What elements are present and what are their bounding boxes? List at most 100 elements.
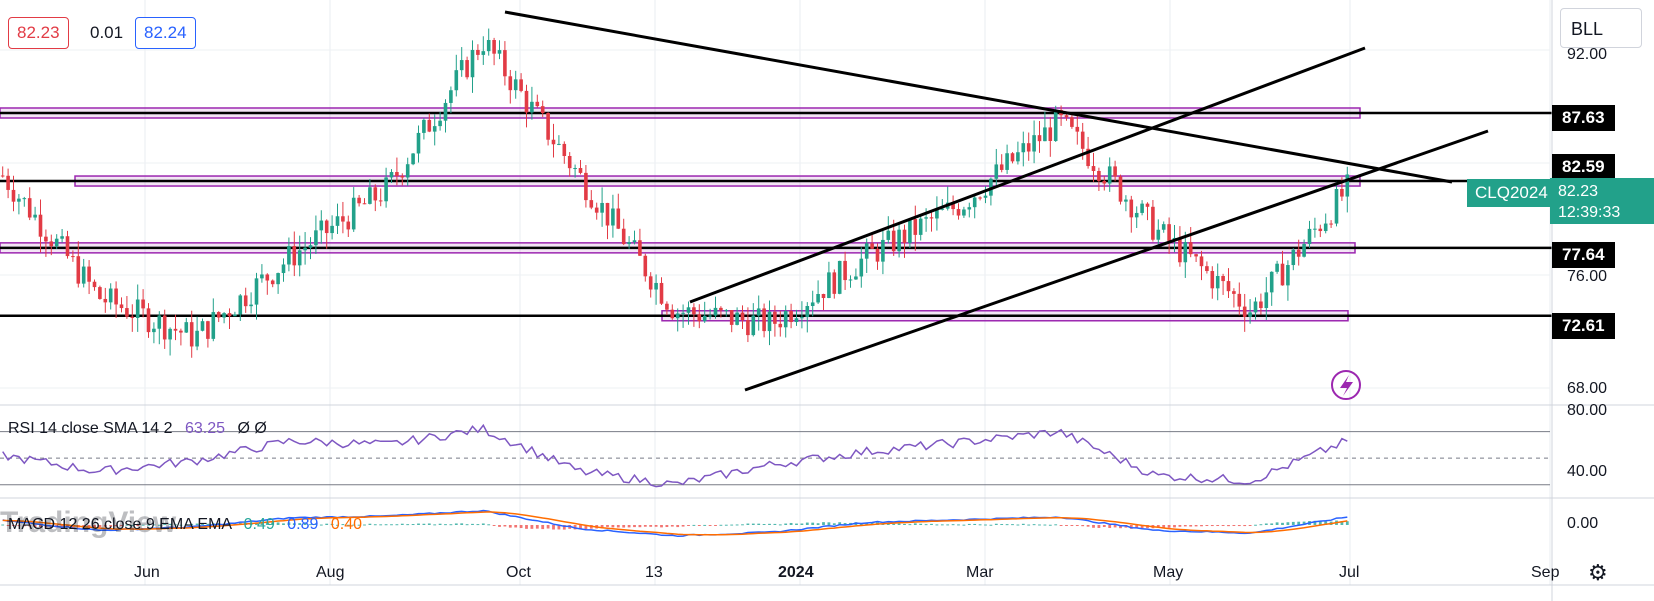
candle-body: [1178, 237, 1182, 263]
candle-body: [1248, 312, 1252, 317]
candle-body: [1318, 228, 1323, 232]
level-label[interactable]: 77.64: [1552, 242, 1615, 268]
candle-body: [260, 274, 264, 279]
macd-histogram-bar: [978, 524, 982, 526]
macd-histogram-bar: [449, 524, 453, 526]
candle-body: [108, 288, 113, 303]
candle-body: [1167, 224, 1171, 241]
candle-body: [481, 51, 486, 55]
macd-histogram-bar: [1135, 525, 1139, 529]
macd-histogram-bar: [1318, 521, 1322, 525]
candle-body: [1053, 110, 1058, 141]
candle-body: [76, 256, 81, 284]
candle-body: [216, 312, 221, 318]
macd-histogram-bar: [778, 524, 782, 526]
macd-histogram-bar: [433, 524, 437, 526]
candle-body: [540, 106, 545, 114]
candle-body: [810, 302, 815, 307]
candle-body: [27, 198, 32, 218]
symbol-selector[interactable]: BLL: [1560, 8, 1642, 48]
candle-body: [621, 228, 626, 245]
macd-histogram-bar: [622, 525, 626, 528]
candle-body: [1151, 206, 1155, 240]
macd-histogram-bar: [93, 525, 96, 528]
candle-body: [308, 245, 313, 248]
level-label[interactable]: 72.61: [1552, 313, 1615, 339]
macd-histogram-bar: [130, 524, 134, 526]
macd-histogram-bar: [314, 523, 318, 525]
candle-body: [573, 168, 577, 170]
trend-line: [504, 10, 1453, 184]
candle-body: [1064, 115, 1069, 118]
macd-histogram-bar: [719, 524, 723, 526]
candle-body: [756, 308, 761, 316]
macd-histogram-bar: [1183, 525, 1187, 527]
candle-body: [584, 172, 588, 201]
macd-histogram-bar: [913, 523, 917, 525]
candle-body: [837, 260, 842, 294]
macd-histogram-bar: [508, 525, 512, 528]
macd-histogram-bar: [1, 524, 5, 526]
rsi-legend[interactable]: RSI 14 close SMA 14 2 63.25 Ø Ø: [8, 420, 267, 438]
macd-histogram-bar: [1011, 524, 1014, 526]
candle-body: [870, 243, 874, 249]
candle-body: [1307, 228, 1312, 245]
macd-histogram-bar: [357, 524, 361, 526]
macd-histogram-bar: [579, 525, 582, 530]
candle-body: [702, 315, 707, 322]
candle-body: [929, 217, 934, 219]
candle-body: [794, 318, 799, 323]
candle-body: [60, 236, 64, 239]
macd-histogram-bar: [1275, 522, 1279, 525]
level-label[interactable]: 82.59: [1552, 154, 1615, 180]
macd-histogram-bar: [892, 523, 896, 525]
tradingview-watermark: TradingView: [0, 506, 177, 539]
level-label[interactable]: 87.63: [1552, 105, 1615, 131]
candle-body: [1145, 203, 1150, 207]
macd-histogram-bar: [487, 524, 491, 526]
candle-body: [924, 217, 928, 219]
macd-histogram-bar: [33, 525, 37, 527]
candle-body: [1291, 249, 1296, 266]
macd-signal-line: [2, 511, 1348, 536]
macd-histogram-bar: [481, 523, 485, 525]
macd-histogram-bar: [584, 525, 588, 530]
macd-legend[interactable]: MACD 12 26 close 9 EMA EMA 0.49 0.89 0.4…: [8, 516, 362, 534]
macd-histogram-bar: [1070, 525, 1074, 526]
candle-body: [681, 312, 685, 314]
candle-body: [206, 321, 210, 339]
macd-histogram-bar: [233, 523, 237, 525]
candle-body: [465, 60, 469, 78]
candle-body: [1124, 199, 1128, 202]
macd-histogram-bar: [843, 522, 847, 525]
macd-histogram-bar: [417, 523, 420, 525]
candle-body: [875, 248, 880, 262]
candle-body: [1199, 256, 1204, 267]
candle-body: [146, 308, 151, 333]
candle-body: [1205, 266, 1209, 272]
bid-price-box[interactable]: 82.23: [8, 17, 69, 49]
macd-histogram-bar: [1345, 521, 1349, 525]
candle-body: [632, 240, 637, 243]
candle-body: [1188, 242, 1193, 255]
macd-histogram-bar: [768, 523, 771, 525]
candle-body: [1215, 276, 1220, 289]
macd-histogram-bar: [60, 525, 64, 528]
candle-body: [864, 243, 869, 259]
macd-histogram-bar: [822, 522, 825, 525]
candle-body: [589, 200, 594, 208]
candle-body: [859, 258, 864, 277]
settings-icon[interactable]: ⚙: [1588, 560, 1608, 585]
macd-histogram-bar: [174, 524, 177, 526]
candle-body: [98, 287, 102, 299]
ask-price-box[interactable]: 82.24: [135, 17, 196, 49]
bar-countdown: 12:39:33: [1558, 204, 1621, 221]
candle-body: [114, 288, 118, 305]
candle-body: [611, 208, 615, 226]
macd-histogram-bar: [179, 524, 183, 526]
candle-body: [44, 236, 48, 242]
candle-body: [1070, 117, 1074, 127]
candle-body: [524, 90, 529, 113]
candle-body: [551, 139, 556, 145]
